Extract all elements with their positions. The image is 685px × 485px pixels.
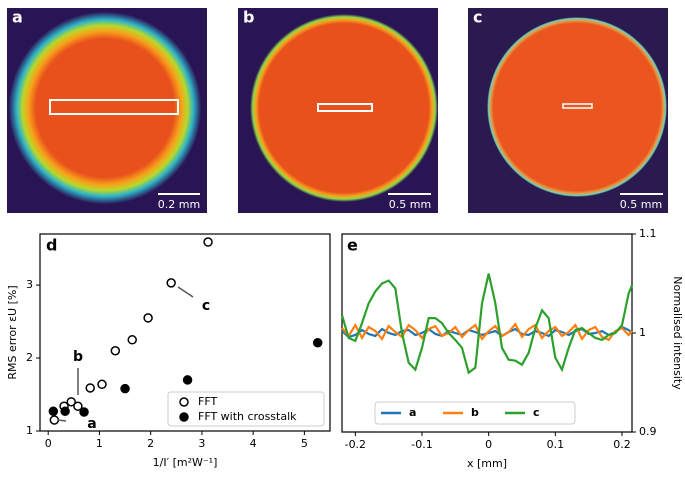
point	[48, 406, 59, 417]
x-tick-label: 2	[147, 437, 154, 450]
point	[120, 383, 130, 394]
legend-label: a	[409, 406, 416, 419]
x-tick-label: 4	[250, 437, 257, 450]
point	[312, 337, 323, 348]
point	[110, 345, 121, 356]
legend-label: c	[533, 406, 540, 419]
point	[66, 397, 77, 407]
x-tick-label: 0.2	[613, 438, 631, 451]
point	[182, 375, 193, 385]
legend-marker	[179, 397, 189, 407]
panel-label: b	[243, 8, 254, 27]
point	[79, 407, 89, 417]
legend-box	[167, 391, 325, 427]
y-axis-label: RMS error εU [%]	[6, 285, 19, 379]
point	[49, 415, 60, 425]
series-line	[341, 322, 633, 342]
point	[127, 335, 137, 345]
x-tick-label: 0	[485, 438, 492, 451]
annotation: b	[73, 349, 83, 365]
x-tick-label: 1	[96, 437, 103, 450]
x-tick-label: -0.1	[411, 438, 432, 451]
panel-label: c	[473, 8, 482, 27]
x-axis-label: 1/I′ [m²W⁻¹]	[153, 456, 218, 469]
x-tick-label: 5	[301, 437, 308, 450]
y-tick-label: 0.9	[639, 425, 657, 438]
y-tick-label: 3	[26, 278, 33, 291]
point	[60, 406, 70, 417]
panel-label: e	[347, 236, 358, 255]
y-tick-label: 2	[26, 351, 33, 364]
y-axis-label: Normalised intensity	[671, 276, 684, 390]
plot-frame	[39, 233, 331, 432]
x-tick-label: 0	[45, 437, 52, 450]
scale-bar-label: 0.5 mm	[389, 198, 431, 211]
annotation-arrow	[57, 419, 67, 422]
x-axis-label: x [mm]	[467, 457, 507, 470]
point	[97, 379, 107, 390]
y-tick-label: 1.1	[639, 227, 657, 240]
image-c: 0.5 mm c	[468, 8, 668, 213]
point	[166, 278, 176, 288]
legend-marker	[179, 412, 189, 422]
legend-label: FFT	[198, 395, 217, 408]
point	[143, 313, 153, 323]
annotation: a	[87, 416, 96, 432]
panel-label: a	[12, 8, 23, 27]
legend-label: FFT with crosstalk	[198, 410, 297, 423]
annotation: c	[202, 298, 210, 314]
scale-bar-label: 0.5 mm	[620, 198, 662, 211]
legend-box	[374, 401, 576, 425]
x-tick-label: 0.1	[547, 438, 565, 451]
point	[85, 383, 95, 393]
image-b: 0.5 mm b	[238, 8, 438, 213]
annotation-arrow	[177, 286, 194, 298]
legend-label: b	[471, 406, 479, 419]
y-tick-label: 1	[639, 326, 646, 339]
point	[203, 237, 213, 247]
x-tick-label: 3	[198, 437, 205, 450]
panel-label: d	[46, 236, 57, 255]
point	[73, 401, 83, 411]
scale-bar-label: 0.2 mm	[158, 198, 200, 211]
x-tick-label: -0.2	[345, 438, 366, 451]
image-a: 0.2 mm a	[7, 8, 207, 213]
y-tick-label: 1	[26, 424, 33, 437]
series-line	[340, 273, 634, 375]
